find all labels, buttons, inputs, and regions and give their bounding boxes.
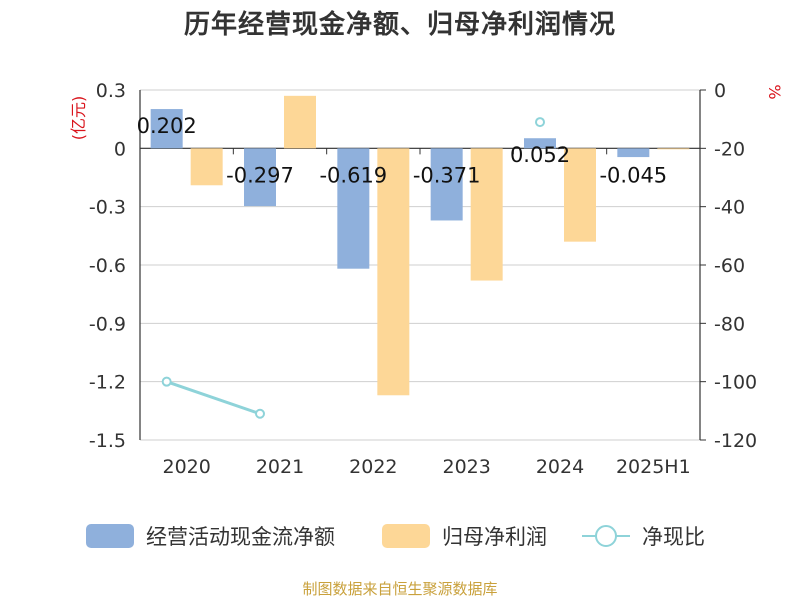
cash-bar — [244, 148, 276, 207]
legend-label-profit: 归母净利润 — [442, 525, 547, 549]
y-left-tick-label: -1.2 — [89, 372, 126, 394]
profit-bar — [190, 148, 223, 186]
cash-bar — [150, 109, 183, 149]
cash-data-label: 0.052 — [510, 143, 570, 167]
ratio-point — [161, 376, 172, 387]
legend-label-ratio: 净现比 — [642, 525, 705, 549]
y-right-tick-label: -120 — [714, 430, 757, 452]
ratio-line-segment — [166, 380, 261, 416]
x-tick-label: 2025H1 — [616, 456, 691, 478]
y-left-tick-label: 0 — [114, 138, 126, 160]
profit-bar — [657, 148, 690, 150]
y-right-tick-label: -20 — [714, 138, 745, 160]
legend-marker-ratio — [595, 525, 617, 547]
y-left-tick-label: 0.3 — [96, 80, 126, 102]
y-right-unit: % — [765, 84, 784, 99]
y-left-tick-label: -0.9 — [89, 313, 126, 335]
y-left-tick-label: -1.5 — [89, 430, 126, 452]
x-tick-label: 2024 — [536, 456, 584, 478]
y-right-tick-label: -100 — [714, 372, 757, 394]
chart-title: 历年经营现金净额、归母净利润情况 — [183, 10, 616, 40]
y-left-unit: (亿元) — [69, 96, 88, 141]
legend-swatch-profit — [382, 524, 430, 548]
legend-swatch-cash — [86, 524, 134, 548]
profit-bar — [564, 148, 596, 242]
legend-label-cash: 经营活动现金流净额 — [146, 525, 335, 549]
x-tick-label: 2021 — [256, 456, 304, 478]
cash-bar — [617, 148, 650, 158]
y-left-tick-label: -0.6 — [89, 255, 126, 277]
cash-data-label: -0.297 — [226, 163, 294, 187]
y-right-tick-label: 0 — [714, 80, 726, 102]
cash-bar — [524, 138, 556, 149]
cash-data-label: 0.202 — [137, 114, 197, 138]
cash-bar — [430, 148, 463, 221]
cash-bar — [337, 148, 370, 269]
x-tick-label: 2022 — [349, 456, 397, 478]
profit-bar — [470, 148, 503, 281]
cash-data-label: -0.619 — [319, 163, 387, 187]
cash-data-label: -0.045 — [599, 163, 667, 187]
profit-bar — [284, 95, 316, 149]
cash-data-label: -0.371 — [413, 163, 481, 187]
y-left-tick-label: -0.3 — [89, 197, 126, 219]
x-tick-label: 2023 — [442, 456, 490, 478]
y-right-tick-label: -40 — [714, 197, 745, 219]
ratio-point — [255, 408, 265, 419]
ratio-point — [535, 117, 545, 128]
y-right-tick-label: -60 — [714, 255, 745, 277]
profit-bar — [377, 148, 410, 396]
x-tick-label: 2020 — [162, 456, 210, 478]
source-note: 制图数据来自恒生聚源数据库 — [302, 580, 498, 598]
y-right-tick-label: -80 — [714, 313, 745, 335]
